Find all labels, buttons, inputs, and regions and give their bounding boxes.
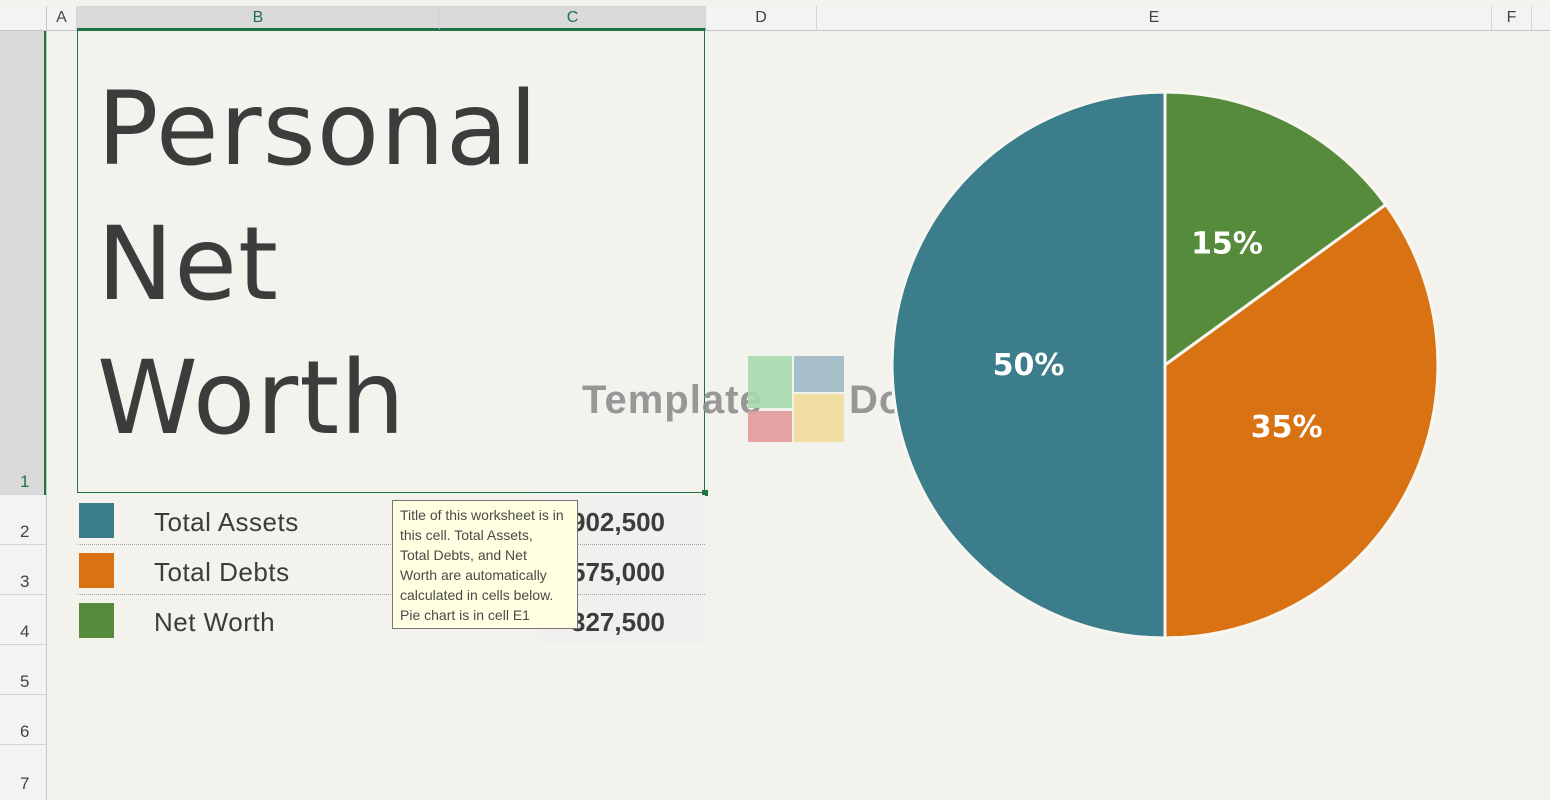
title-cell[interactable]: Personal Net Worth — [77, 30, 708, 496]
pie-outline — [890, 90, 1440, 640]
watermark-text-left: Template — [582, 378, 763, 422]
total-assets-label: Total Assets — [154, 507, 299, 537]
pie-label-total-assets: 50% — [993, 348, 1065, 383]
row-header-3[interactable]: 3 — [0, 545, 46, 595]
total-assets-value: 902,500 — [571, 507, 665, 537]
row-header-6[interactable]: 6 — [0, 695, 46, 745]
tooltip-line-5: calculated in cells below. — [400, 587, 554, 603]
total-assets-swatch — [79, 503, 114, 538]
watermark-logo-icon — [748, 356, 844, 442]
row-selection-indicator — [44, 31, 46, 495]
column-header-d[interactable]: D — [706, 6, 817, 30]
net-worth-pie-chart[interactable]: 15% 35% 50% — [880, 80, 1450, 650]
row-header-7[interactable]: 7 — [0, 745, 46, 800]
row-header-1[interactable]: 1 — [0, 31, 46, 495]
pie-label-total-debts: 35% — [1251, 410, 1323, 445]
row-header-5-label: 5 — [20, 672, 30, 691]
net-worth-value: 327,500 — [571, 607, 665, 637]
column-header-a[interactable]: A — [47, 6, 77, 30]
row-header-7-label: 7 — [20, 774, 30, 793]
total-debts-value: 575,000 — [571, 557, 665, 587]
total-debts-label: Total Debts — [154, 557, 290, 587]
total-debts-swatch — [79, 553, 114, 588]
column-header-e[interactable]: E — [817, 6, 1492, 30]
title-line-1: Personal — [97, 70, 539, 189]
column-header-c[interactable]: C — [440, 6, 706, 30]
column-header-f[interactable]: F — [1492, 6, 1532, 30]
cell-comment-tooltip: Title of this worksheet is in this cell.… — [392, 500, 578, 629]
row-header-2[interactable]: 2 — [0, 495, 46, 545]
net-worth-label: Net Worth — [154, 607, 276, 637]
tooltip-line-1: Title of this worksheet is in — [400, 507, 564, 523]
tooltip-line-6: Pie chart is in cell E1 — [400, 607, 530, 623]
tooltip-line-2: this cell. Total Assets, — [400, 527, 533, 543]
title-line-2: Net — [97, 205, 280, 324]
row-header-5[interactable]: 5 — [0, 645, 46, 695]
net-worth-swatch — [79, 603, 114, 638]
row-header-4-label: 4 — [20, 622, 30, 641]
column-headers: A B C D E F — [0, 6, 1550, 31]
row-header-2-label: 2 — [20, 522, 30, 541]
tooltip-line-3: Total Debts, and Net — [400, 547, 527, 563]
tooltip-line-4: Worth are automatically — [400, 567, 547, 583]
select-all-corner[interactable] — [0, 6, 47, 30]
column-header-b[interactable]: B — [77, 6, 440, 30]
row-header-6-label: 6 — [20, 722, 30, 741]
pie-label-net-worth: 15% — [1191, 226, 1263, 261]
row-header-1-label: 1 — [20, 472, 30, 491]
row-header-3-label: 3 — [20, 572, 30, 591]
title-line-3: Worth — [97, 339, 406, 458]
row-headers: 1 2 3 4 5 6 7 — [0, 31, 47, 800]
row-header-4[interactable]: 4 — [0, 595, 46, 645]
